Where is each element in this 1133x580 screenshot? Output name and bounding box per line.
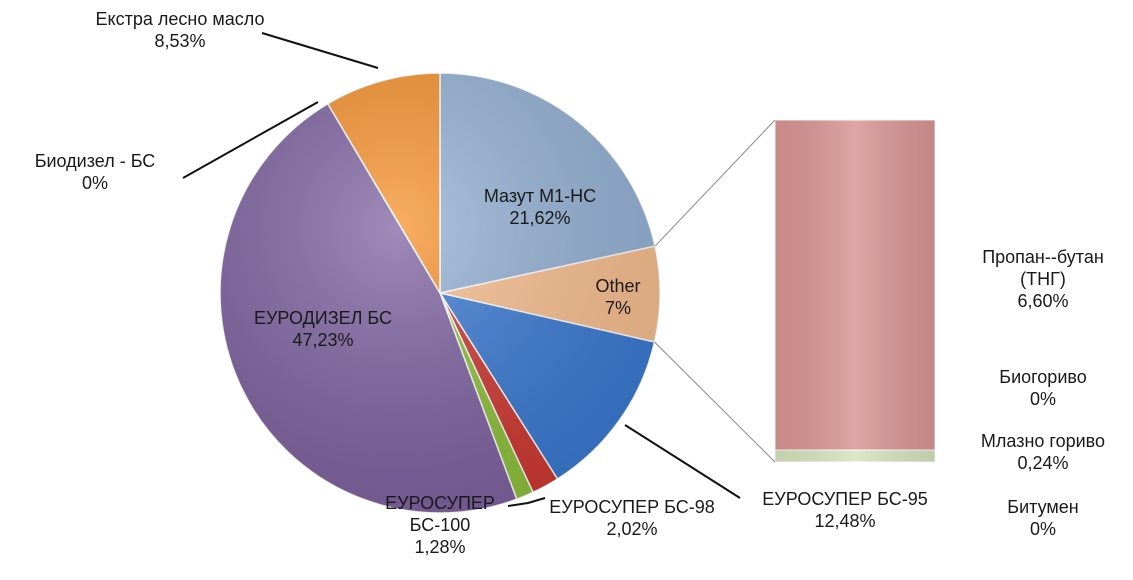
slice-label: ЕУРОСУПЕР БС-100 1,28% (365, 492, 515, 558)
category-label: Биогориво (999, 367, 1087, 387)
value-label: 8,53% (154, 31, 206, 51)
slice-label: Биодизел - БС 0% (0, 150, 190, 194)
category-label: Битумен (1007, 497, 1079, 517)
leader-line (182, 101, 319, 179)
value-label: 2,02% (606, 519, 658, 539)
value-label: 21,62% (509, 208, 571, 228)
bar-label: Биогориво 0% (968, 366, 1118, 410)
bar-label: Пропан--бутан (ТНГ) 6,60% (973, 246, 1113, 312)
category-label: ЕУРОСУПЕР БС-100 (385, 493, 495, 535)
category-label: ЕУРОДИЗЕЛ БС (253, 308, 393, 328)
bar-label: Млазно гориво 0,24% (963, 430, 1123, 474)
bar-of-pie (654, 119, 936, 463)
leader-line (624, 424, 741, 499)
value-label: 0% (1029, 389, 1056, 409)
value-label: 12,48% (814, 511, 876, 531)
category-label: Other (595, 276, 641, 296)
value-label: 0,24% (1017, 453, 1069, 473)
value-label: 0% (1029, 519, 1056, 539)
category-label: Мазут М1-НС (483, 186, 597, 206)
bar-segment (774, 449, 936, 463)
value-label: 1,28% (414, 537, 466, 557)
slice-label: ЕУРОСУПЕР БС-98 2,02% (537, 496, 727, 540)
category-label: ЕУРОСУПЕР БС-98 (549, 497, 715, 517)
category-label: ЕУРОСУПЕР БС-95 (762, 489, 928, 509)
category-label: Пропан--бутан (ТНГ) (982, 247, 1104, 289)
value-label: 47,23% (292, 330, 354, 350)
leader-line (507, 497, 546, 507)
slice-label: Мазут М1-НС 21,62% (450, 185, 630, 229)
leader-lines (182, 32, 741, 507)
value-label: 6,60% (1017, 291, 1069, 311)
bar-label: Битумен 0% (968, 496, 1118, 540)
connector-line (654, 341, 776, 463)
slice-label: Екстра лесно масло 8,53% (95, 8, 265, 52)
slice-label: ЕУРОСУПЕР БС-95 12,48% (755, 488, 935, 532)
connector-line (654, 119, 776, 247)
category-label: Млазно гориво (980, 431, 1106, 451)
slice-label: Other 7% (573, 275, 663, 319)
value-label: 0% (81, 173, 108, 193)
bar-segment (774, 119, 936, 451)
leader-line (261, 32, 379, 69)
category-label: Биодизел - БС (34, 151, 156, 171)
value-label: 7% (604, 298, 631, 318)
slice-label: ЕУРОДИЗЕЛ БС 47,23% (213, 307, 433, 351)
category-label: Екстра лесно масло (95, 9, 265, 29)
